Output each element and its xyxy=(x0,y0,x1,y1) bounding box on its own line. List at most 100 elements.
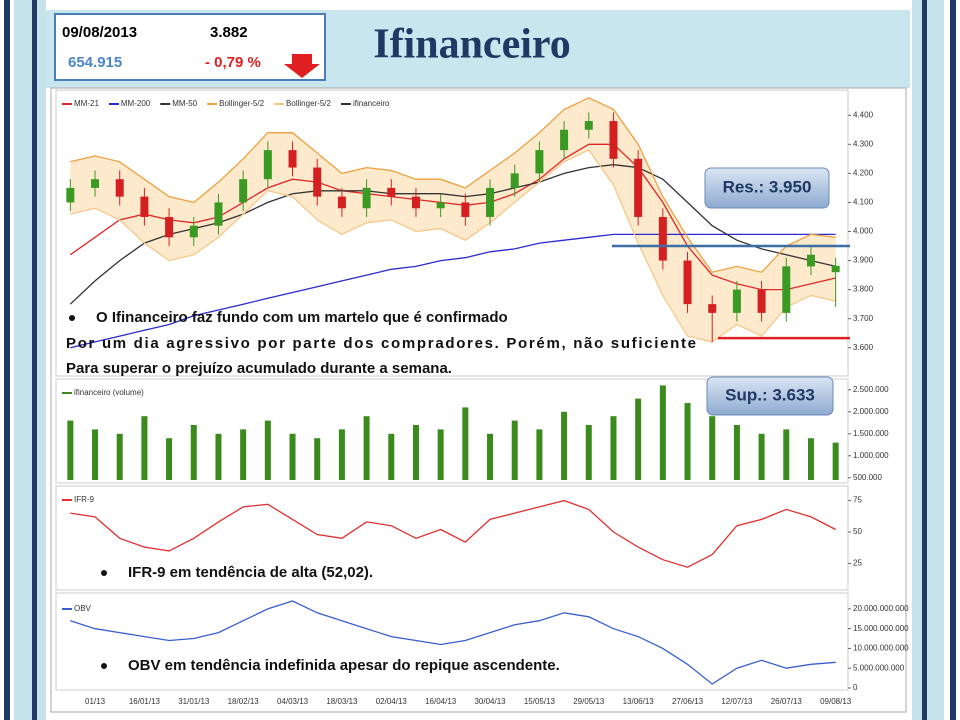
candle-body xyxy=(584,121,593,130)
candle-body xyxy=(288,150,297,168)
x-tick-label: 01/13 xyxy=(85,697,106,706)
y-tick-label: 1.500.000 xyxy=(853,429,889,438)
x-tick-label: 16/04/13 xyxy=(425,697,457,706)
candle-body xyxy=(609,121,618,159)
x-tick-label: 26/07/13 xyxy=(771,697,803,706)
title: Ifinanceiro xyxy=(373,22,571,68)
panel xyxy=(55,89,849,377)
price: 3.882 xyxy=(210,24,248,41)
candle-body xyxy=(337,196,346,209)
legend-label: OBV xyxy=(74,604,92,613)
y-tick-label: 3.900 xyxy=(853,256,874,265)
bar xyxy=(141,416,148,480)
legend-label: MM-21 xyxy=(74,99,99,108)
y-tick-label: 4.300 xyxy=(853,139,874,148)
legend-label: MM-50 xyxy=(172,99,197,108)
note: OBV em tendência indefinida apesar do re… xyxy=(128,657,560,674)
bullet xyxy=(101,570,107,576)
x-tick-label: 13/06/13 xyxy=(623,697,655,706)
resistance-label: Res.: 3.950 xyxy=(723,177,812,196)
bar xyxy=(635,398,642,480)
bar xyxy=(166,438,173,480)
x-tick-label: 15/05/13 xyxy=(524,697,556,706)
bar xyxy=(807,438,814,480)
candle-body xyxy=(115,179,124,197)
series-line xyxy=(70,97,836,273)
bar xyxy=(388,433,395,480)
x-tick-label: 09/08/13 xyxy=(820,697,852,706)
y-tick-label: 20.000.000.000 xyxy=(853,604,909,613)
y-tick-label: 500.000 xyxy=(853,473,882,482)
candle-body xyxy=(436,202,445,209)
bullet xyxy=(69,315,75,321)
support-box xyxy=(706,376,834,416)
candle-body xyxy=(214,202,223,226)
bar xyxy=(412,425,419,480)
bar xyxy=(437,429,444,480)
candle-body xyxy=(263,150,272,180)
bar xyxy=(511,420,518,480)
x-tick-label: 18/02/13 xyxy=(228,697,260,706)
y-tick-label: 3.700 xyxy=(853,314,874,323)
x-tick-label: 18/03/13 xyxy=(326,697,358,706)
series-line xyxy=(70,499,836,568)
x-tick-label: 02/04/13 xyxy=(376,697,408,706)
bar xyxy=(487,433,494,480)
legend-label: ifinanceiro xyxy=(353,99,390,108)
bar xyxy=(709,416,716,480)
y-tick-label: 1.000.000 xyxy=(853,451,889,460)
x-tick-label: 12/07/13 xyxy=(721,697,753,706)
candle-body xyxy=(140,196,149,217)
x-tick-label: 16/01/13 xyxy=(129,697,161,706)
y-tick-label: 75 xyxy=(853,496,862,505)
candle-body xyxy=(411,196,420,209)
x-tick-label: 04/03/13 xyxy=(277,697,309,706)
bar xyxy=(585,425,592,480)
bar xyxy=(92,429,99,480)
note: Por um dia agressivo por parte dos compr… xyxy=(66,335,696,352)
bar xyxy=(215,433,222,480)
note: Para superar o prejuízo acumulado durant… xyxy=(66,360,452,377)
y-tick-label: 4.200 xyxy=(853,168,874,177)
y-tick-label: 3.800 xyxy=(853,285,874,294)
candle-body xyxy=(732,289,741,313)
bar xyxy=(67,420,74,480)
bar xyxy=(832,442,839,480)
y-tick-label: 25 xyxy=(853,559,862,568)
y-tick-label: 4.000 xyxy=(853,227,874,236)
bar xyxy=(116,433,123,480)
candle-body xyxy=(831,265,840,273)
quote-box xyxy=(54,13,326,81)
x-tick-label: 30/04/13 xyxy=(474,697,506,706)
bar xyxy=(264,420,271,480)
series-line xyxy=(69,143,836,291)
bar xyxy=(610,416,617,480)
bar xyxy=(363,416,370,480)
bar xyxy=(338,429,345,480)
series-line xyxy=(70,233,836,349)
y-tick-label: 10.000.000.000 xyxy=(853,644,909,653)
date: 09/08/2013 xyxy=(62,24,137,41)
x-tick-label: 27/06/13 xyxy=(672,697,704,706)
legend-label: Bollinger-5/2 xyxy=(219,99,264,108)
side-band xyxy=(14,0,46,720)
plot: 3.600 3.700 3.800 3.900 4.000 4.100 4.200 4.300… xyxy=(62,97,909,706)
bullet xyxy=(101,663,107,669)
candle-body xyxy=(189,225,198,238)
note: O Ifinanceiro faz fundo com um martelo q… xyxy=(96,309,508,326)
x-tick-label: 31/01/13 xyxy=(178,697,210,706)
candle-body xyxy=(486,187,495,217)
candle-body xyxy=(683,260,692,305)
series-line xyxy=(70,149,836,343)
bar xyxy=(659,385,666,480)
candle-body xyxy=(362,187,371,209)
candle-body xyxy=(66,187,75,203)
bar xyxy=(462,407,469,480)
candle-body xyxy=(806,254,815,267)
candle-body xyxy=(510,173,519,188)
candle-body xyxy=(708,304,717,313)
candle-body xyxy=(782,266,791,313)
y-tick-label: 15.000.000.000 xyxy=(853,624,909,633)
volume: 654.915 xyxy=(68,54,122,71)
